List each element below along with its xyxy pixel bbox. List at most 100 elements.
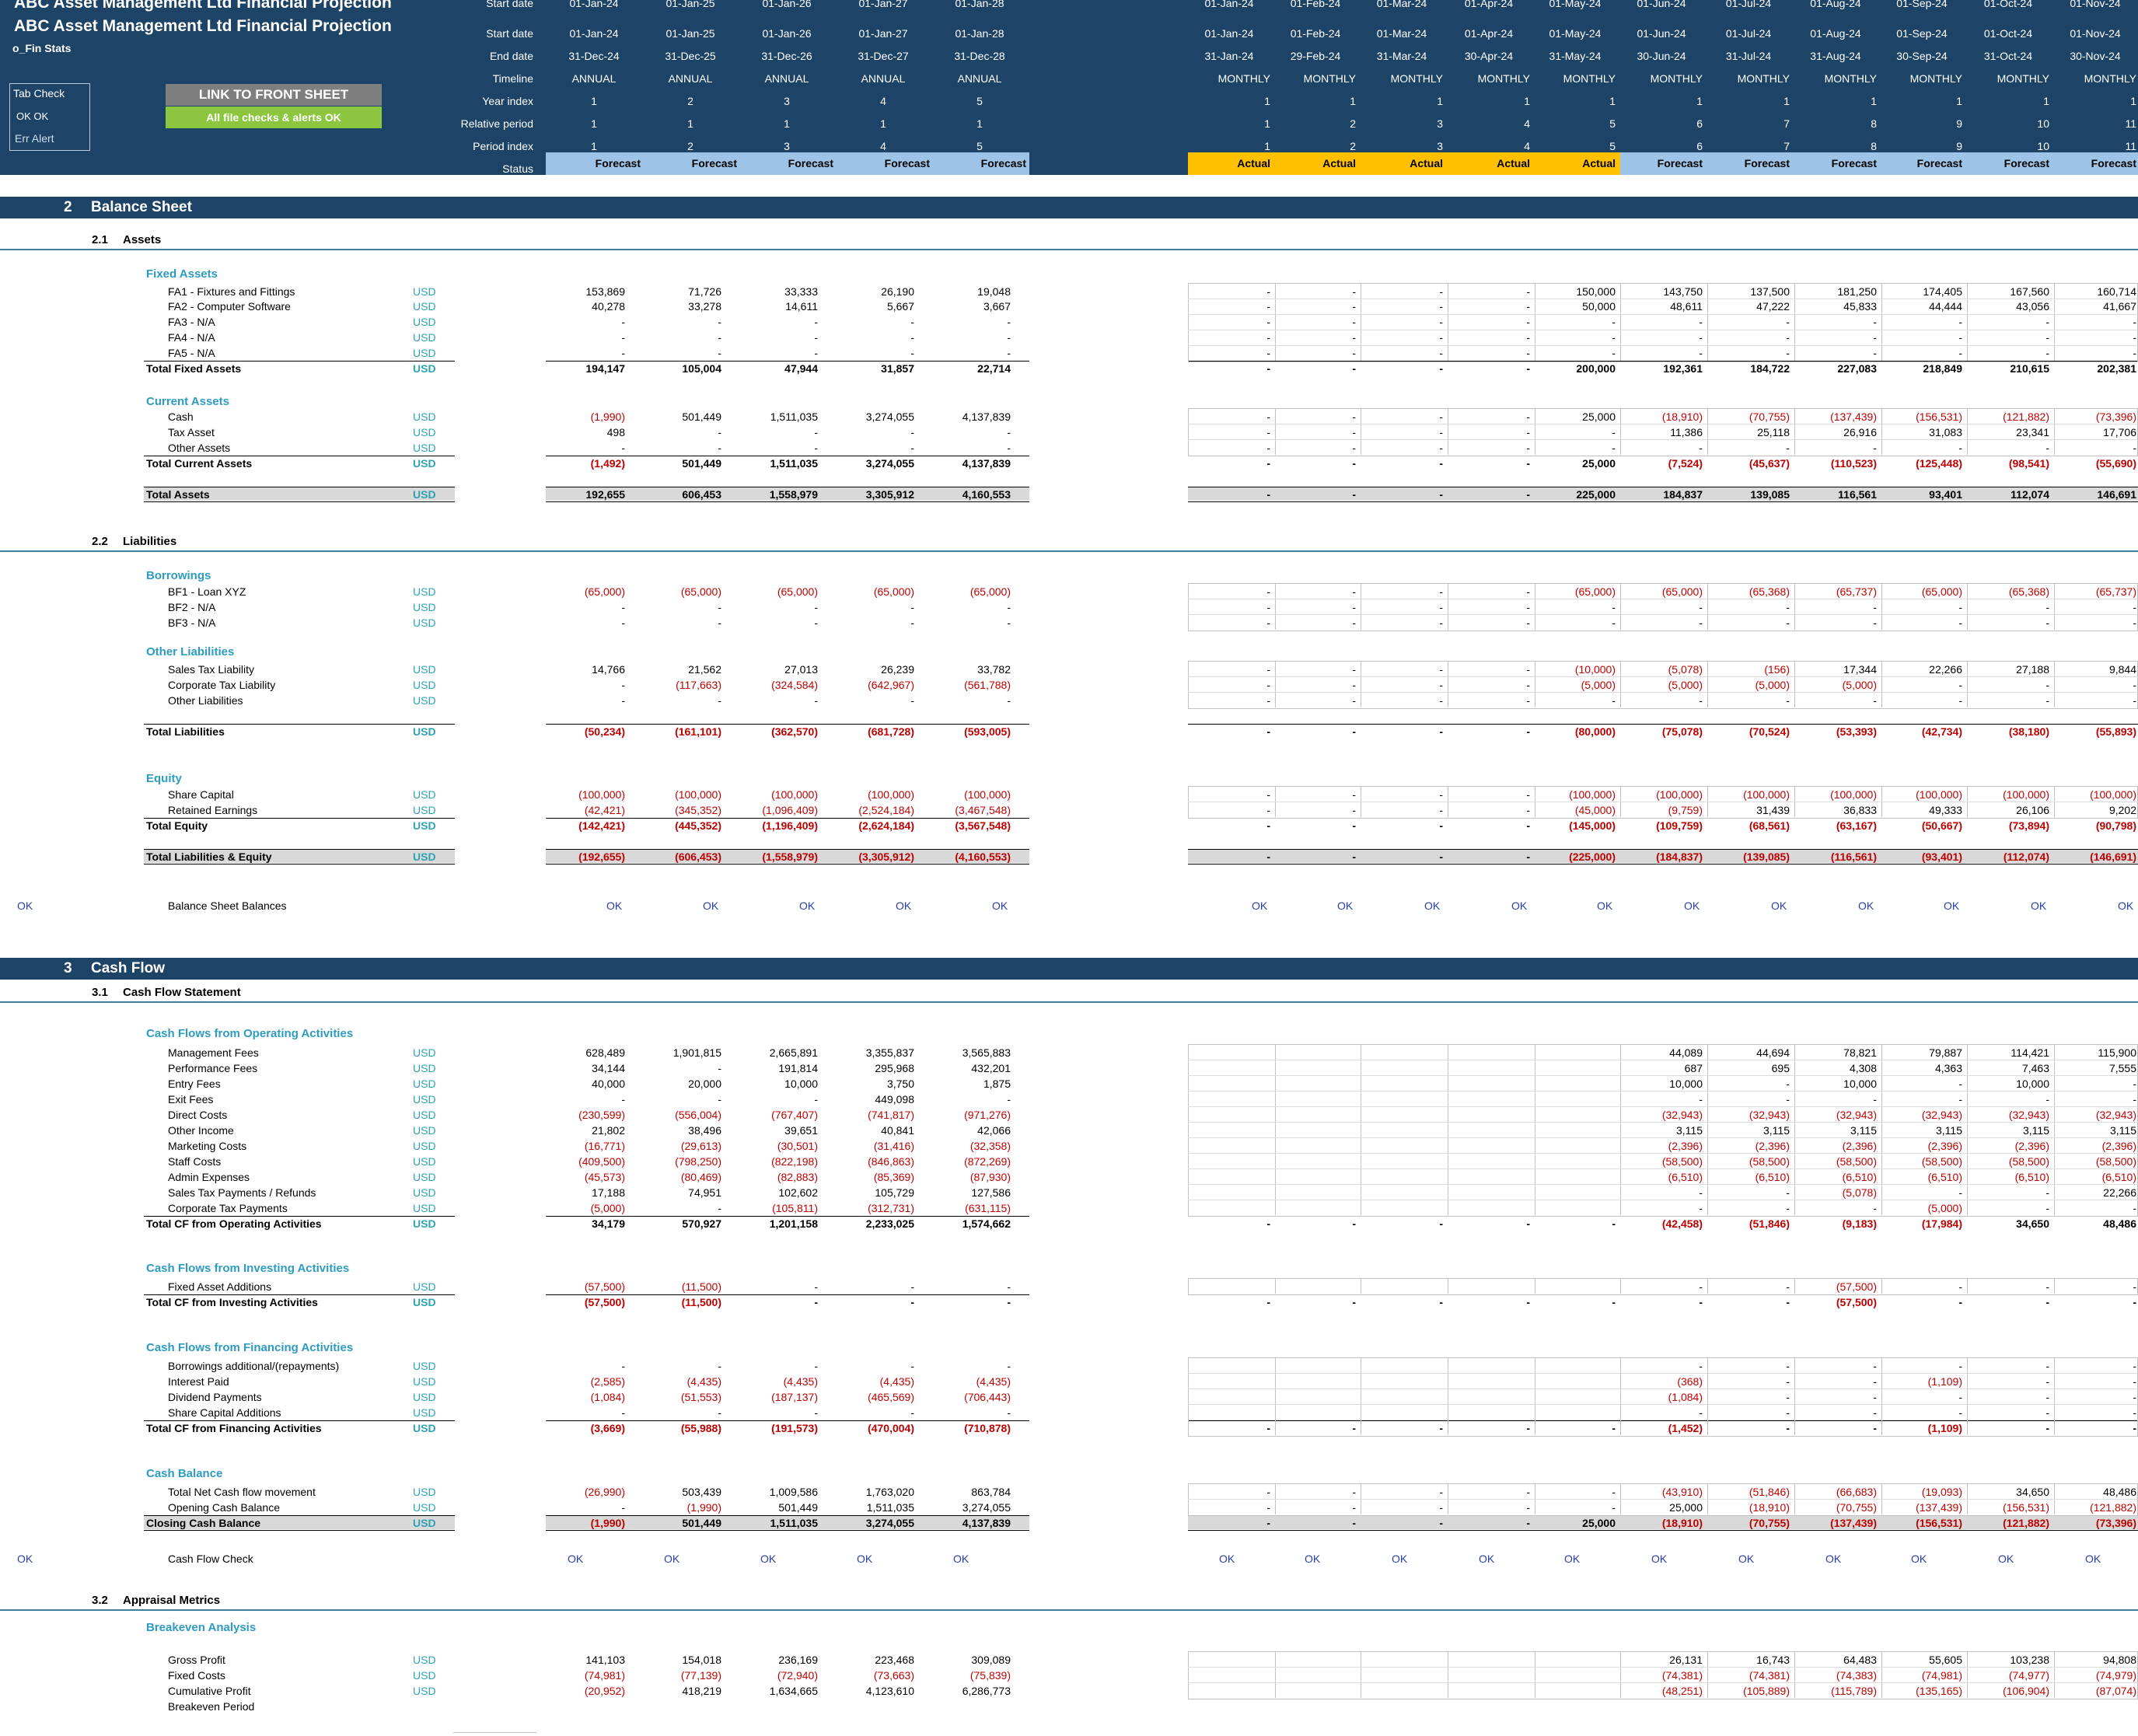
monthly-value: (100,000): [1830, 788, 1877, 801]
monthly-value: 11,386: [1670, 426, 1703, 438]
grid-rule: [1188, 1106, 2138, 1107]
check-ok-flag: OK: [1597, 899, 1613, 912]
annual-value: 33,278: [688, 300, 721, 313]
grid-divider: [1967, 1044, 1968, 1215]
monthly-value: (145,000): [1569, 819, 1616, 832]
monthly-value: -: [1873, 1391, 1877, 1403]
monthly-value: -: [1526, 410, 1530, 423]
annual-value: -: [910, 694, 914, 707]
monthly-header-cell: 1: [1956, 95, 1962, 107]
annual-value: (45,573): [584, 1171, 625, 1183]
grid-rule: [1188, 614, 2138, 615]
grid-rule: [1188, 1667, 2138, 1668]
annual-value: 34,179: [592, 1217, 625, 1230]
annual-value: (77,139): [680, 1669, 721, 1682]
grid-divider: [1275, 1357, 1276, 1435]
row-label: Total Liabilities & Equity: [146, 851, 272, 863]
annual-value: 71,726: [688, 285, 721, 298]
unit-label: USD: [413, 457, 436, 470]
row-label: Total Current Assets: [146, 457, 253, 470]
monthly-value: -: [1352, 819, 1356, 832]
annual-value: 40,278: [592, 300, 625, 313]
monthly-value: (100,000): [2003, 788, 2049, 801]
section-bar: 3 Cash Flow: [0, 958, 2138, 980]
grid-rule: [1188, 1499, 2138, 1500]
link-to-front-sheet-button[interactable]: LINK TO FRONT SHEET: [166, 84, 382, 106]
check-ok-flag: OK: [1651, 1553, 1668, 1565]
monthly-value: 695: [1771, 1062, 1790, 1074]
annual-value: (681,728): [868, 725, 914, 738]
annual-value: (1,558,979): [762, 851, 818, 863]
row-label: Staff Costs: [168, 1155, 222, 1168]
monthly-value: (6,510): [1668, 1171, 1703, 1183]
monthly-value: -: [1439, 442, 1443, 454]
unit-label: USD: [413, 1501, 436, 1514]
annual-value: 192,655: [585, 488, 625, 501]
grid-divider: [1620, 1044, 1621, 1215]
monthly-header-cell: 01-Apr-24: [1464, 27, 1514, 40]
annual-value: 1,634,665: [769, 1685, 818, 1697]
monthly-header-cell: 01-Jun-24: [1637, 0, 1686, 9]
monthly-value: -: [1958, 1093, 1962, 1106]
unit-label: USD: [413, 1202, 436, 1214]
monthly-value: -: [2045, 1375, 2049, 1388]
monthly-value: -: [1352, 347, 1356, 359]
total-rule: [546, 1530, 1029, 1531]
monthly-value: (75,078): [1661, 725, 1703, 738]
monthly-value: -: [1526, 316, 1530, 328]
total-row-shade: [1188, 487, 2138, 501]
annual-value: 236,169: [778, 1654, 818, 1666]
annual-value: (4,435): [686, 1375, 721, 1388]
annual-value: (191,573): [771, 1422, 818, 1434]
monthly-value: (45,000): [1574, 804, 1616, 816]
annual-value: (65,000): [873, 585, 914, 598]
monthly-value: -: [1612, 347, 1616, 359]
monthly-value: 225,000: [1576, 488, 1616, 501]
grid-divider: [1967, 1357, 1968, 1435]
grid-divider: [1707, 408, 1708, 455]
annual-value: 4,123,610: [865, 1685, 914, 1697]
monthly-value: 22,266: [2103, 1186, 2136, 1199]
check-ok-flag: OK: [1684, 899, 1700, 912]
monthly-value: -: [2133, 1422, 2136, 1434]
annual-value: -: [910, 347, 914, 359]
annual-value: (161,101): [675, 725, 721, 738]
annual-value: (55,988): [680, 1422, 721, 1434]
annual-value: (470,004): [868, 1422, 914, 1434]
annual-value: -: [718, 1406, 721, 1419]
monthly-value: -: [1699, 316, 1703, 328]
total-rule: [1188, 724, 2138, 725]
header-label: Year index: [482, 95, 533, 107]
monthly-value: -: [1352, 601, 1356, 613]
monthly-value: -: [2133, 347, 2136, 359]
total-row-shade: [144, 1516, 455, 1529]
monthly-value: 143,750: [1663, 285, 1703, 298]
row-label: Interest Paid: [168, 1375, 229, 1388]
all-checks-ok-button[interactable]: All file checks & alerts OK: [166, 107, 382, 128]
grid-divider: [1707, 583, 1708, 630]
status-forecast: Forecast: [931, 152, 1029, 175]
annual-value: (192,655): [578, 851, 625, 863]
annual-header-cell: ANNUAL: [764, 72, 809, 85]
monthly-value: (57,500): [1836, 1280, 1877, 1293]
monthly-value: 34,650: [2016, 1217, 2049, 1230]
annual-value: 1,511,035: [866, 1501, 914, 1514]
monthly-value: (74,981): [1921, 1669, 1962, 1682]
annual-value: 3,565,883: [962, 1046, 1011, 1059]
monthly-value: -: [1439, 725, 1443, 738]
annual-value: 17,188: [592, 1186, 625, 1199]
grid-divider: [1794, 1357, 1795, 1435]
monthly-value: -: [1526, 851, 1530, 863]
monthly-value: (65,000): [1661, 585, 1703, 598]
status-actual: Actual: [1361, 152, 1448, 175]
monthly-header-cell: 11: [2125, 117, 2136, 130]
tab-check-box: Tab Check OK OK Err Alert: [9, 83, 90, 151]
monthly-value: (58,500): [1921, 1155, 1962, 1168]
row-label: Total Equity: [146, 819, 208, 832]
grid-divider: [2054, 283, 2055, 361]
annual-value: 5,667: [886, 300, 914, 313]
check-ok-flag: OK: [1392, 1553, 1408, 1565]
annual-header-cell: 1: [591, 140, 597, 152]
row-label: Retained Earnings: [168, 804, 258, 816]
monthly-header-cell: 8: [1871, 117, 1877, 130]
